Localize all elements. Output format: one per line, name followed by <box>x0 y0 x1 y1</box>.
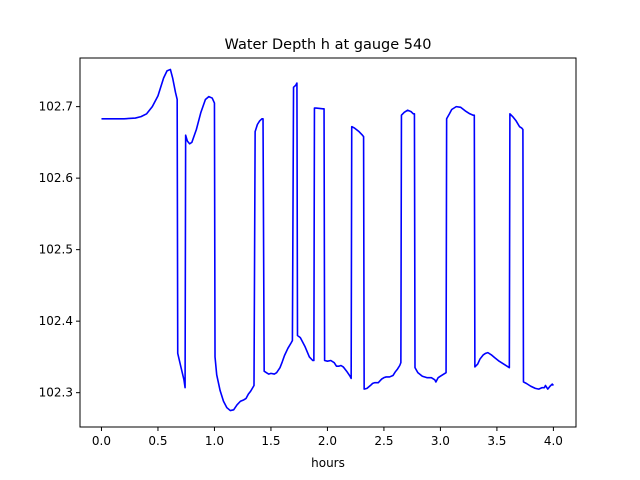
plot-area <box>80 58 576 427</box>
x-tick-label: 4.0 <box>544 434 563 448</box>
y-tick-label: 102.4 <box>39 314 73 328</box>
series-line <box>101 68 555 412</box>
x-tick-label: 0.5 <box>148 434 167 448</box>
y-tick-label: 102.3 <box>39 386 73 400</box>
x-tick-label: 3.0 <box>431 434 450 448</box>
y-tick-label: 102.5 <box>39 243 73 257</box>
x-tick-label: 2.5 <box>374 434 393 448</box>
x-tick-label: 1.5 <box>261 434 280 448</box>
y-axis: 102.3 102.4 102.5 102.6 102.7 <box>39 100 80 400</box>
plot-frame <box>79 57 577 428</box>
x-tick-label: 3.5 <box>487 434 506 448</box>
y-tick-label: 102.6 <box>39 171 73 185</box>
x-tick-label: 1.0 <box>205 434 224 448</box>
x-tick-label: 2.0 <box>318 434 337 448</box>
chart-title: Water Depth h at gauge 540 <box>225 37 432 53</box>
x-tick-label: 0.0 <box>92 434 111 448</box>
x-axis-label: hours <box>311 456 345 470</box>
y-tick-label: 102.7 <box>39 100 73 114</box>
series-layer <box>101 68 555 412</box>
x-axis: 0.0 0.5 1.0 1.5 2.0 2.5 3.0 3.5 4.0 <box>92 427 563 448</box>
